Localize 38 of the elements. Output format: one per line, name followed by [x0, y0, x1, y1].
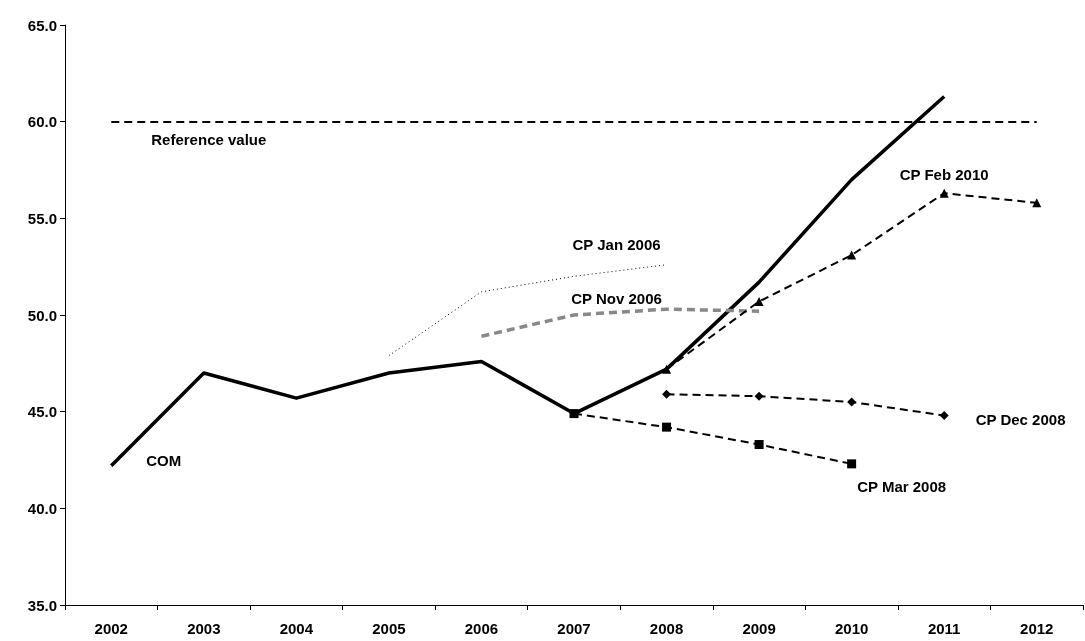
y-tick-label: 35.0	[27, 596, 57, 614]
x-tick-label: 2003	[187, 620, 221, 637]
point	[662, 422, 672, 432]
series-label: CP Mar 2008	[857, 478, 947, 496]
series-label: CP Jan 2006	[572, 235, 661, 253]
x-tick-label: 2002	[94, 620, 128, 637]
point	[847, 397, 857, 407]
x-tick-label: 2007	[557, 620, 591, 637]
line-series	[479, 307, 761, 339]
point	[939, 411, 949, 421]
y-tick-label: 65.0	[27, 16, 57, 34]
point	[847, 459, 857, 469]
x-tick-label: 2008	[649, 620, 684, 637]
series-label: CP Dec 2008	[975, 411, 1066, 429]
x-tick-label: 2004	[279, 620, 314, 637]
y-tick-label: 60.0	[27, 113, 57, 131]
x-tick-label: 2005	[372, 620, 406, 637]
point	[569, 409, 579, 419]
point	[754, 440, 764, 450]
series-label: CP Feb 2010	[899, 165, 989, 183]
y-tick-label: 45.0	[27, 403, 57, 421]
ref-line-label: Reference value	[151, 130, 267, 148]
x-tick-label: 2012	[1020, 620, 1054, 637]
point	[754, 296, 764, 306]
x-tick-label: 2011	[927, 620, 961, 637]
point	[847, 250, 857, 260]
y-tick-label: 55.0	[27, 209, 57, 227]
y-tick-label: 50.0	[27, 306, 57, 324]
point	[662, 389, 672, 399]
x-tick-label: 2009	[742, 620, 776, 637]
x-tick-label: 2006	[464, 620, 499, 637]
series-label: CP Nov 2006	[571, 290, 662, 308]
x-tick-label: 2010	[834, 620, 869, 637]
point	[662, 364, 672, 374]
point	[754, 391, 764, 401]
series-label: COM	[146, 452, 182, 470]
y-tick-label: 40.0	[27, 499, 57, 517]
point	[939, 188, 949, 198]
